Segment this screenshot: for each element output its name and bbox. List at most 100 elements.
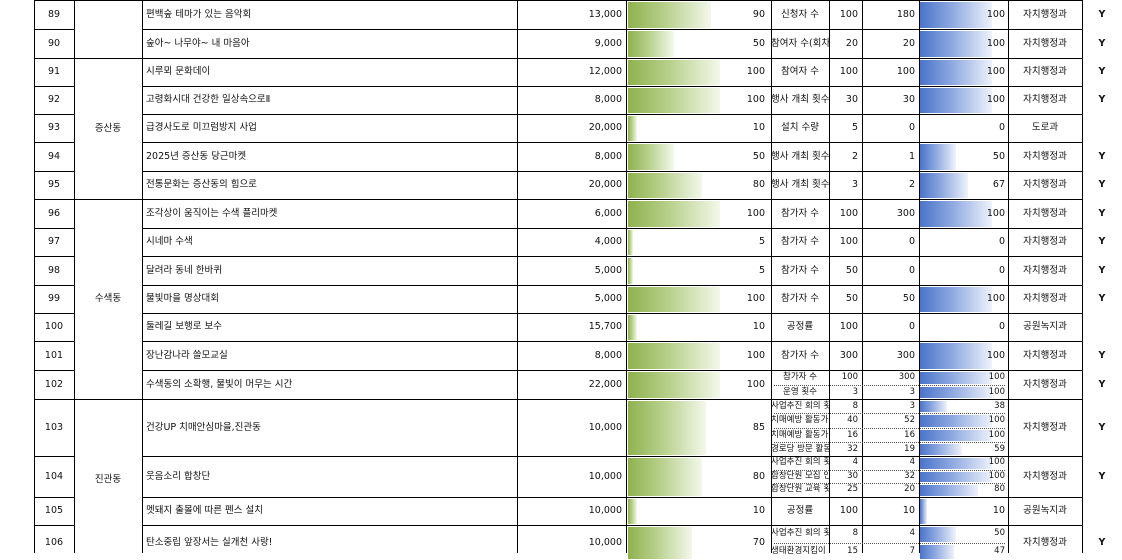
project-name: 건강UP 치매안심마을,진관동 <box>146 399 515 456</box>
department: 자치행정과 <box>1008 142 1082 171</box>
budget-amount: 13,000 <box>517 0 622 29</box>
row-number: 92 <box>34 86 74 114</box>
achievement-rate: 100 <box>919 385 1005 400</box>
progress-percent: 100 <box>626 285 765 313</box>
department: 자치행정과 <box>1008 228 1082 256</box>
metric-actual: 52 <box>862 413 915 427</box>
budget-amount: 8,000 <box>517 341 622 370</box>
budget-amount: 5,000 <box>517 256 622 285</box>
metric-label: 참가자 수 <box>771 228 829 256</box>
metric-label: 참가자 수 <box>771 285 829 313</box>
row-number: 106 <box>34 525 74 560</box>
metric-actual: 50 <box>862 285 915 313</box>
metric-target: 40 <box>829 413 858 427</box>
metric-target: 15 <box>829 543 858 560</box>
metric-label: 합창단원 교육 횟수 <box>771 483 829 497</box>
completion-flag: Y <box>1082 370 1122 399</box>
achievement-rate: 50 <box>919 142 1005 171</box>
row-number: 98 <box>34 256 74 285</box>
metric-label: 참가자 수 <box>771 341 829 370</box>
project-name: 장난감나라 쓸모교실 <box>146 341 515 370</box>
project-name: 고령화시대 건강한 일상속으로Ⅱ <box>146 86 515 114</box>
achievement-rate: 38 <box>919 399 1005 413</box>
row-number: 94 <box>34 142 74 171</box>
completion-flag: Y <box>1082 456 1122 497</box>
department: 공원녹지과 <box>1008 313 1082 341</box>
department: 자치행정과 <box>1008 399 1082 456</box>
metric-actual: 4 <box>862 456 915 470</box>
metric-target: 3 <box>829 385 858 400</box>
project-name: 조각상이 움직이는 수색 플리마켓 <box>146 199 515 228</box>
achievement-rate: 100 <box>919 413 1005 427</box>
achievement-rate: 80 <box>919 483 1005 497</box>
metric-target: 30 <box>829 86 858 114</box>
metric-actual: 300 <box>862 341 915 370</box>
department: 자치행정과 <box>1008 456 1082 497</box>
metric-actual: 0 <box>862 114 915 142</box>
budget-amount: 9,000 <box>517 29 622 58</box>
progress-percent: 80 <box>626 171 765 199</box>
metric-label: 합창단원 모집 인원 <box>771 470 829 484</box>
budget-amount: 15,700 <box>517 313 622 341</box>
progress-percent: 85 <box>626 399 765 456</box>
metric-target: 2 <box>829 142 858 171</box>
progress-percent: 100 <box>626 370 765 399</box>
completion-flag: Y <box>1082 228 1122 256</box>
completion-flag <box>1082 114 1122 142</box>
metric-actual: 20 <box>862 483 915 497</box>
metric-target: 8 <box>829 525 858 543</box>
progress-percent: 10 <box>626 313 765 341</box>
achievement-rate: 100 <box>919 86 1005 114</box>
department: 자치행정과 <box>1008 370 1082 399</box>
metric-label: 신청자 수 <box>771 0 829 29</box>
completion-flag: Y <box>1082 285 1122 313</box>
progress-percent: 70 <box>626 525 765 560</box>
metric-label: 참가자 수 <box>771 256 829 285</box>
metric-label: 치매예방 활동가 모집 인원 <box>771 413 829 427</box>
metric-target: 4 <box>829 456 858 470</box>
row-number: 102 <box>34 370 74 399</box>
metric-actual: 10 <box>862 497 915 525</box>
achievement-rate: 0 <box>919 256 1005 285</box>
budget-amount: 10,000 <box>517 525 622 560</box>
project-name: 급경사도로 미끄럼방지 사업 <box>146 114 515 142</box>
completion-flag: Y <box>1082 86 1122 114</box>
project-name: 탄소중립 앞장서는 실개천 사랑! <box>146 525 515 560</box>
progress-percent: 5 <box>626 228 765 256</box>
department: 공원녹지과 <box>1008 497 1082 525</box>
achievement-rate: 100 <box>919 341 1005 370</box>
metric-actual: 180 <box>862 0 915 29</box>
metric-label: 행사 개최 횟수 <box>771 142 829 171</box>
department: 자치행정과 <box>1008 525 1082 560</box>
department: 자치행정과 <box>1008 285 1082 313</box>
project-name: 웃음소리 합창단 <box>146 456 515 497</box>
budget-amount: 10,000 <box>517 456 622 497</box>
row-number: 90 <box>34 29 74 58</box>
district-label: 진관동 <box>74 399 142 560</box>
achievement-rate: 0 <box>919 114 1005 142</box>
achievement-rate: 100 <box>919 0 1005 29</box>
row-number: 93 <box>34 114 74 142</box>
achievement-rate: 0 <box>919 228 1005 256</box>
row-number: 91 <box>34 58 74 86</box>
budget-amount: 8,000 <box>517 86 622 114</box>
metric-label: 행사 개최 횟수 <box>771 86 829 114</box>
metric-target: 100 <box>829 228 858 256</box>
achievement-rate: 100 <box>919 470 1005 484</box>
budget-amount: 10,000 <box>517 399 622 456</box>
achievement-rate: 10 <box>919 497 1005 525</box>
completion-flag: Y <box>1082 256 1122 285</box>
completion-flag: Y <box>1082 525 1122 560</box>
department: 자치행정과 <box>1008 58 1082 86</box>
metric-label: 사업추진 회의 횟수 <box>771 456 829 470</box>
metric-label: 참가자 수 <box>771 199 829 228</box>
project-name: 물빛마을 명상대회 <box>146 285 515 313</box>
project-name: 2025년 증산동 당근마켓 <box>146 142 515 171</box>
metric-target: 32 <box>829 442 858 456</box>
row-number: 95 <box>34 171 74 199</box>
department: 자치행정과 <box>1008 86 1082 114</box>
progress-percent: 5 <box>626 256 765 285</box>
achievement-rate: 100 <box>919 58 1005 86</box>
achievement-rate: 0 <box>919 313 1005 341</box>
